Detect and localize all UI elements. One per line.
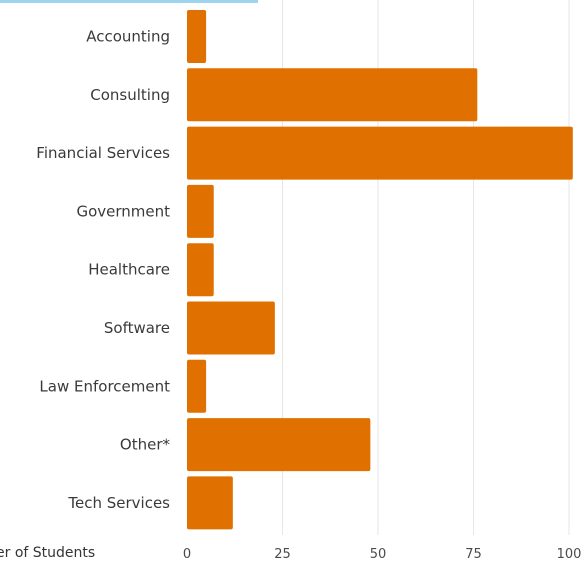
category-label: Government	[76, 202, 170, 220]
category-label: Law Enforcement	[39, 377, 170, 395]
bar	[187, 126, 573, 180]
top-accent-bar	[0, 0, 258, 3]
bar	[187, 476, 233, 530]
bar	[187, 418, 371, 472]
category-label: Consulting	[90, 86, 170, 104]
bars	[187, 10, 573, 530]
bar	[187, 359, 207, 413]
x-axis-title: er of Students	[0, 545, 95, 561]
x-tick-label: 25	[274, 547, 291, 562]
bar	[187, 184, 214, 238]
category-labels: Accounting Consulting Financial Services Go…	[36, 28, 170, 512]
category-label: Other*	[120, 436, 171, 454]
category-label: Financial Services	[36, 144, 170, 162]
x-tick-label: 75	[465, 547, 482, 562]
bar	[187, 68, 478, 122]
category-label: Accounting	[86, 28, 170, 46]
x-tick-label: 0	[183, 547, 191, 562]
category-label: Software	[104, 319, 170, 337]
category-label: Healthcare	[88, 261, 170, 279]
bar	[187, 243, 214, 297]
x-axis-ticks: 0 25 50 75 100	[183, 547, 582, 562]
category-label: Tech Services	[67, 494, 170, 512]
bar	[187, 301, 275, 355]
x-tick-label: 100	[557, 547, 582, 562]
x-tick-label: 50	[370, 547, 387, 562]
bar	[187, 10, 207, 63]
